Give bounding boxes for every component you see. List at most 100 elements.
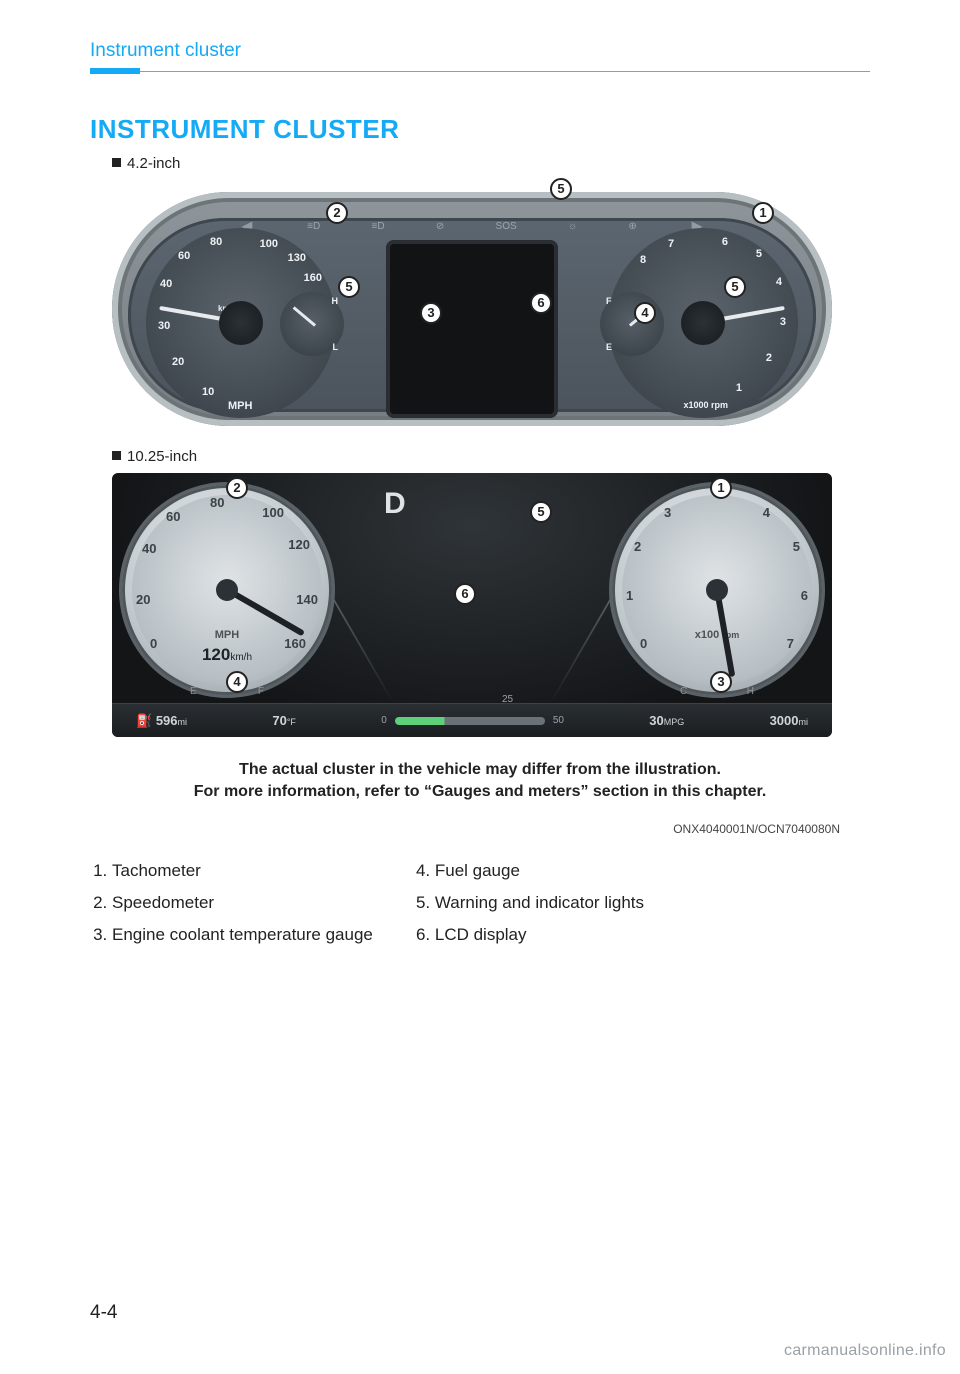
figure-caption: The actual cluster in the vehicle may di… bbox=[90, 759, 870, 804]
gear-indicator: D bbox=[384, 487, 406, 521]
scale-tick: 25 bbox=[502, 694, 513, 705]
indicator-icon: ≡D bbox=[371, 221, 384, 232]
lcd-display bbox=[386, 240, 558, 418]
tick-label: 30 bbox=[158, 320, 170, 332]
variant-a-label: 4.2-inch bbox=[112, 155, 870, 172]
callout-6: 6 bbox=[530, 292, 552, 314]
tick-label: 80 bbox=[210, 236, 222, 248]
callout-5: 5 bbox=[724, 276, 746, 298]
tick-label: 3 bbox=[664, 505, 671, 520]
fuel-pump-icon: ⛽ bbox=[136, 713, 152, 728]
variant-a-text: 4.2-inch bbox=[127, 155, 180, 172]
range-unit: mi bbox=[178, 717, 188, 727]
subgauge-label: H bbox=[332, 296, 339, 306]
subgauge-label: E bbox=[606, 342, 612, 352]
gauge-hub bbox=[219, 301, 263, 345]
legend-item: Tachometer bbox=[112, 860, 373, 882]
header-rule-accent bbox=[90, 68, 140, 74]
tick-label: 10 bbox=[202, 386, 214, 398]
tick-label: 6 bbox=[801, 588, 808, 603]
section-title: INSTRUMENT CLUSTER bbox=[90, 114, 870, 145]
callout-5: 5 bbox=[530, 501, 552, 523]
tick-label: 120 bbox=[288, 537, 310, 552]
bullet-square-icon bbox=[112, 451, 121, 460]
variant-b-label: 10.25-inch bbox=[112, 448, 870, 465]
mpg-readout: 30MPG bbox=[649, 713, 684, 728]
running-head: Instrument cluster bbox=[90, 40, 870, 62]
figure-4-2-inch-cluster: ◄ ≡D ≡D ⊘ SOS ☼ ⊕ ► MPH km/h 10 20 30 40 bbox=[112, 180, 832, 426]
gauge-hub bbox=[681, 301, 725, 345]
watermark: carmanualsonline.info bbox=[784, 1342, 946, 1360]
range-readout: ⛽ 596mi bbox=[136, 713, 187, 729]
mpg-unit: MPG bbox=[664, 717, 685, 727]
tick-label: 3 bbox=[780, 316, 786, 328]
tick-label: 60 bbox=[178, 250, 190, 262]
tick-label: 5 bbox=[793, 539, 800, 554]
legend-item: Engine coolant temperature gauge bbox=[112, 924, 373, 946]
tach-unit1: x100 bbox=[695, 629, 719, 641]
legend-column-right: Fuel gauge Warning and indicator lights … bbox=[413, 860, 644, 956]
scale-tick: 0 bbox=[381, 715, 387, 726]
tick-label: 20 bbox=[136, 592, 150, 607]
indicator-strip: ◄ ≡D ≡D ⊘ SOS ☼ ⊕ ► bbox=[238, 216, 706, 236]
unit-label: MPH bbox=[228, 400, 252, 412]
indicator-icon: ☼ bbox=[568, 221, 577, 232]
odometer-readout: 3000mi bbox=[770, 713, 808, 728]
digital-screen: D 0 20 40 60 80 100 120 140 160 MPH 120k… bbox=[112, 473, 832, 737]
range-value: 596 bbox=[156, 713, 178, 728]
tick-label: 20 bbox=[172, 356, 184, 368]
tick-label: 80 bbox=[210, 495, 224, 510]
ambient-temp: 70°F bbox=[272, 713, 296, 728]
caption-line: For more information, refer to “Gauges a… bbox=[90, 781, 870, 803]
tick-label: 160 bbox=[304, 272, 322, 284]
scale-bar bbox=[395, 717, 545, 725]
tick-label: 8 bbox=[640, 254, 646, 266]
temp-subgauge: H L bbox=[280, 292, 344, 356]
mpg-value: 30 bbox=[649, 713, 663, 728]
tick-label: 1 bbox=[626, 588, 633, 603]
tick-label: 130 bbox=[288, 252, 306, 264]
legend-column-left: Tachometer Speedometer Engine coolant te… bbox=[90, 860, 373, 956]
page: Instrument cluster INSTRUMENT CLUSTER 4.… bbox=[0, 0, 960, 1374]
tick-label: 100 bbox=[260, 238, 278, 250]
unit-label: x1000 rpm bbox=[683, 400, 728, 410]
tick-label: 40 bbox=[160, 278, 172, 290]
tick-label: 5 bbox=[756, 248, 762, 260]
indicator-icon: ⊘ bbox=[436, 221, 444, 232]
tick-label: 4 bbox=[763, 505, 770, 520]
tick-label: 40 bbox=[142, 541, 156, 556]
callout-3: 3 bbox=[420, 302, 442, 324]
tachometer-gauge: 0 1 2 3 4 5 6 7 x100 rpm C H bbox=[612, 485, 822, 695]
eco-scale: 0 25 50 bbox=[381, 715, 564, 726]
tachometer-gauge: x1000 rpm 1 2 3 4 5 6 7 8 F E bbox=[608, 228, 798, 418]
indicator-icon: ≡D bbox=[307, 221, 320, 232]
header-rule bbox=[90, 68, 870, 74]
callout-1: 1 bbox=[710, 477, 732, 499]
legend-item: Warning and indicator lights bbox=[435, 892, 644, 914]
odo-unit: mi bbox=[799, 717, 809, 727]
tick-label: 7 bbox=[668, 238, 674, 250]
bottom-info-bar: ⛽ 596mi 70°F 0 25 50 30MPG 3000mi bbox=[112, 703, 832, 737]
header-rule-line bbox=[140, 71, 870, 72]
subgauge-label: L bbox=[333, 342, 339, 352]
gauge-hub bbox=[706, 579, 728, 601]
tick-label: 2 bbox=[634, 539, 641, 554]
callout-1: 1 bbox=[752, 202, 774, 224]
cluster-inner: ◄ ≡D ≡D ⊘ SOS ☼ ⊕ ► MPH km/h 10 20 30 40 bbox=[128, 218, 816, 412]
subgauge-needle bbox=[293, 306, 316, 326]
temp-hot-label: H bbox=[747, 686, 754, 697]
callout-2: 2 bbox=[226, 477, 248, 499]
indicator-icon: SOS bbox=[496, 221, 517, 232]
bullet-square-icon bbox=[112, 158, 121, 167]
cluster-housing: ◄ ≡D ≡D ⊘ SOS ☼ ⊕ ► MPH km/h 10 20 30 40 bbox=[112, 192, 832, 426]
legend: Tachometer Speedometer Engine coolant te… bbox=[90, 860, 870, 956]
tick-label: 2 bbox=[766, 352, 772, 364]
tick-label: 6 bbox=[722, 236, 728, 248]
callout-6: 6 bbox=[454, 583, 476, 605]
legend-item: Fuel gauge bbox=[435, 860, 644, 882]
legend-item: LCD display bbox=[435, 924, 644, 946]
caption-line: The actual cluster in the vehicle may di… bbox=[90, 759, 870, 781]
speedometer-gauge: 0 20 40 60 80 100 120 140 160 MPH 120km/… bbox=[122, 485, 332, 695]
odo-value: 3000 bbox=[770, 713, 799, 728]
callout-4: 4 bbox=[226, 671, 248, 693]
